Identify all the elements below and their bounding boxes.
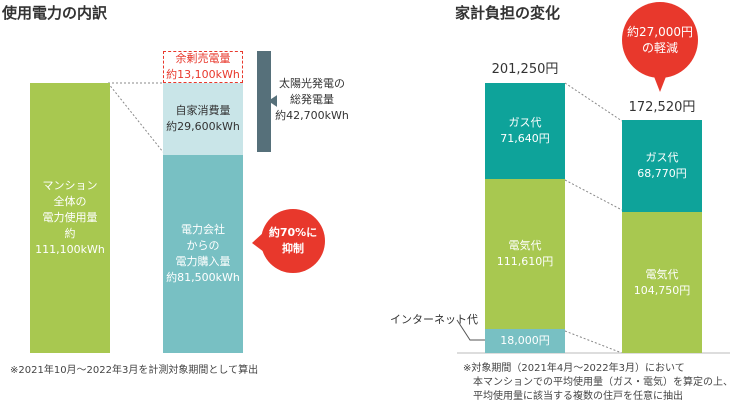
cost-segment: ガス代 71,640円	[485, 83, 565, 180]
total-label-after: 172,520円	[628, 100, 696, 115]
segment-value: 約29,600kWh	[166, 119, 240, 133]
segment-value: 約111,100kWh	[35, 227, 105, 256]
segment-value: 111,610円	[496, 254, 554, 268]
cost-segment: ガス代 68,770円	[622, 120, 702, 213]
segment-label: 電力会社 からの 電力購入量	[175, 222, 231, 268]
reduction-callout: 約70%に 抑制	[268, 226, 318, 255]
segment-label: 電気代	[508, 238, 542, 252]
segment-label: ガス代	[645, 151, 679, 165]
segment-value: 18,000円	[500, 333, 550, 347]
bracket-label: 太陽光発電の 総発電量 約42,700kWh	[275, 77, 349, 122]
connector-line	[107, 82, 164, 153]
internet-label: インターネット代	[390, 313, 478, 326]
connector-line	[564, 179, 623, 211]
cost-segment: 18,000円	[485, 328, 565, 353]
segment-label: 余剰売電量	[175, 52, 231, 66]
reduction-bubble-tail	[252, 232, 264, 252]
segment-value: 約81,500kWh	[166, 270, 240, 284]
segment-label: ガス代	[508, 116, 542, 130]
bar-segment-2: 余剰売電量約13,100kWh	[163, 51, 243, 83]
savings-bubble-tail	[653, 74, 667, 92]
bar-total-usage: マンション 全体の 電力使用量約111,100kWh	[30, 83, 110, 353]
segment-value: 71,640円	[500, 132, 550, 146]
connector-line	[564, 82, 623, 122]
savings-bubble	[622, 2, 698, 78]
segment-value: 約13,100kWh	[166, 68, 240, 82]
segment-label: マンション 全体の 電力使用量	[42, 179, 98, 224]
left-footnote: ※2021年10月～2022年3月を計測対象期間として算出	[10, 365, 259, 376]
connector-line	[564, 330, 623, 354]
total-label-before: 201,250円	[491, 62, 559, 77]
cost-segment: 電気代 111,610円	[485, 179, 565, 329]
cost-segment: 電気代 104,750円	[622, 212, 702, 353]
bracket	[257, 51, 277, 152]
segment-value: 68,770円	[637, 167, 687, 181]
right-chart-title: 家計負担の変化	[455, 4, 561, 22]
segment-label: 電気代	[645, 267, 679, 281]
savings-callout: 約27,000円 の軽減	[627, 25, 693, 55]
reduction-bubble	[261, 209, 325, 273]
bar-segment-0: 電力会社 からの 電力購入量約81,500kWh	[163, 154, 243, 353]
segment-value: 104,750円	[633, 283, 691, 297]
right-footnote: ※対象期間（2021年4月～2022年3月）において 本マンションでの平均使用量…	[463, 363, 730, 402]
left-chart-title: 使用電力の内訳	[2, 4, 108, 22]
internet-leader	[456, 319, 485, 341]
segment-label: 自家消費量	[175, 103, 231, 117]
bar-segment-1: 自家消費量約29,600kWh	[163, 83, 243, 155]
